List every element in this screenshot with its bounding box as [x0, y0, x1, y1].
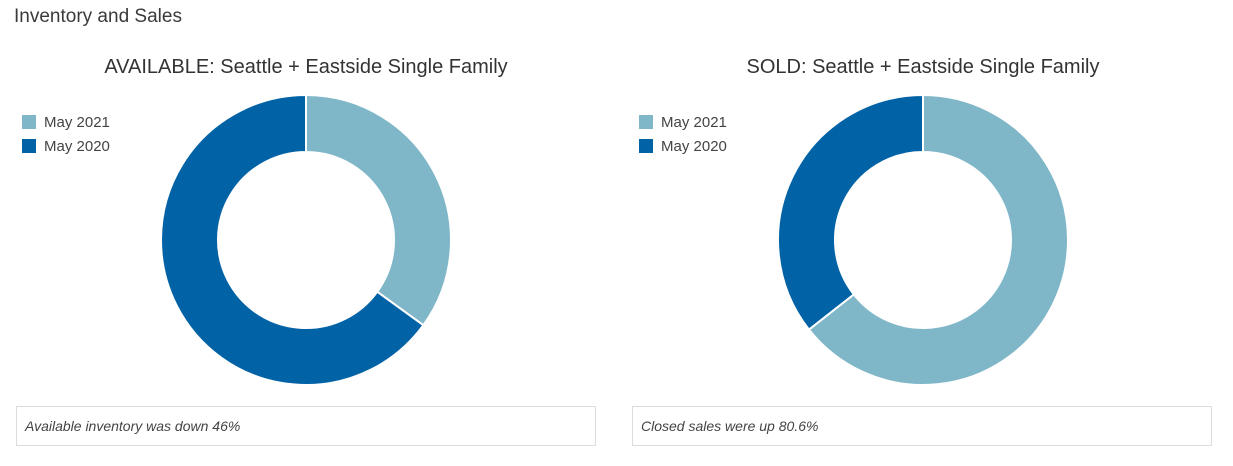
legend-swatch: [22, 139, 36, 153]
legend-label: May 2021: [661, 113, 727, 131]
legend-label: May 2021: [44, 113, 110, 131]
sold-chart-panel: SOLD: Seattle + Eastside Single Family M…: [623, 0, 1223, 466]
legend-swatch: [639, 139, 653, 153]
chart-caption: Available inventory was down 46%: [16, 406, 596, 446]
donut-slice-may-2021[interactable]: [305, 93, 452, 327]
chart-caption: Closed sales were up 80.6%: [632, 406, 1212, 446]
donut-chart: [160, 93, 452, 386]
chart-title: AVAILABLE: Seattle + Eastside Single Fam…: [104, 56, 508, 78]
page-title: Inventory and Sales: [14, 6, 182, 27]
available-chart-panel: AVAILABLE: Seattle + Eastside Single Fam…: [6, 0, 606, 466]
donut-slice-may-2020[interactable]: [160, 93, 425, 386]
legend-label: May 2020: [661, 137, 727, 155]
legend-item[interactable]: May 2020: [639, 134, 727, 158]
legend-item[interactable]: May 2020: [22, 134, 110, 158]
legend-swatch: [22, 115, 36, 129]
legend-item[interactable]: May 2021: [639, 110, 727, 134]
legend-swatch: [639, 115, 653, 129]
legend-item[interactable]: May 2021: [22, 110, 110, 134]
donut-chart: [777, 93, 1069, 386]
legend-label: May 2020: [44, 137, 110, 155]
chart-legend: May 2021 May 2020: [639, 110, 727, 158]
chart-title: SOLD: Seattle + Eastside Single Family: [746, 56, 1100, 78]
donut-slice-may-2021[interactable]: [807, 93, 1069, 386]
donut-slice-may-2020[interactable]: [777, 93, 924, 331]
chart-legend: May 2021 May 2020: [22, 110, 110, 158]
